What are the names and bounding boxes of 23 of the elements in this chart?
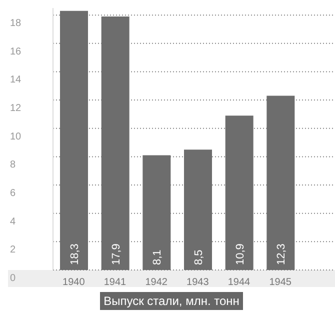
data-label: 12,3 bbox=[276, 244, 288, 265]
x-tick-label: 1940 bbox=[62, 277, 86, 288]
data-label: 8,5 bbox=[193, 250, 205, 265]
y-tick-label: 12 bbox=[10, 103, 22, 114]
x-tick-label: 1943 bbox=[186, 277, 210, 288]
data-label: 10,9 bbox=[234, 244, 246, 265]
data-label: 17,9 bbox=[110, 244, 122, 265]
y-tick-label: 2 bbox=[10, 244, 16, 256]
x-tick-label: 1942 bbox=[145, 277, 168, 288]
y-tick-label: 18 bbox=[10, 18, 22, 30]
y-tick-label: 10 bbox=[10, 131, 22, 142]
x-tick-label: 1941 bbox=[104, 277, 127, 288]
x-tick-label: 1944 bbox=[228, 277, 251, 288]
y-tick-label: 8 bbox=[10, 160, 16, 171]
y-tick-label: 6 bbox=[10, 188, 16, 200]
y-tick-label: 16 bbox=[10, 46, 22, 58]
y-tick-label: 0 bbox=[10, 273, 16, 284]
x-tick-label: 1945 bbox=[269, 277, 292, 288]
y-tick-label: 4 bbox=[10, 216, 16, 228]
data-label: 18,3 bbox=[69, 244, 81, 265]
y-tick-label: 14 bbox=[10, 74, 22, 86]
data-label: 8,1 bbox=[152, 250, 164, 265]
x-axis-title: Выпуск стали, млн. тонн bbox=[100, 292, 244, 310]
